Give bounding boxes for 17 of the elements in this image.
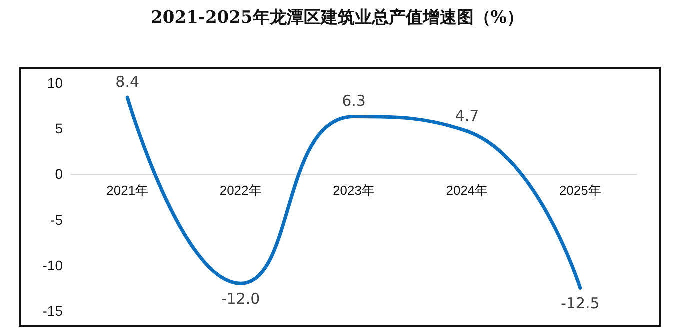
x-tick-label: 2023年 bbox=[333, 183, 375, 198]
data-label: 6.3 bbox=[342, 92, 366, 110]
y-tick-label: 5 bbox=[55, 120, 64, 137]
data-label: 4.7 bbox=[455, 106, 480, 125]
data-label: -12.5 bbox=[560, 294, 600, 313]
x-tick-label: 2025年 bbox=[559, 183, 602, 198]
y-tick-label: -5 bbox=[50, 212, 64, 228]
data-label: 8.4 bbox=[116, 73, 140, 92]
data-label: -12.0 bbox=[221, 290, 260, 308]
x-tick-label: 2021年 bbox=[106, 183, 149, 198]
y-tick-label: 0 bbox=[55, 166, 64, 182]
y-tick-label: -15 bbox=[42, 303, 64, 319]
x-tick-label: 2024年 bbox=[446, 183, 488, 198]
y-tick-label: -10 bbox=[42, 257, 64, 274]
chart-title: 2021-2025年龙潭区建筑业总产值增速图（%） bbox=[150, 7, 525, 29]
y-tick-label: 10 bbox=[47, 75, 64, 91]
x-tick-label: 2022年 bbox=[220, 183, 262, 198]
